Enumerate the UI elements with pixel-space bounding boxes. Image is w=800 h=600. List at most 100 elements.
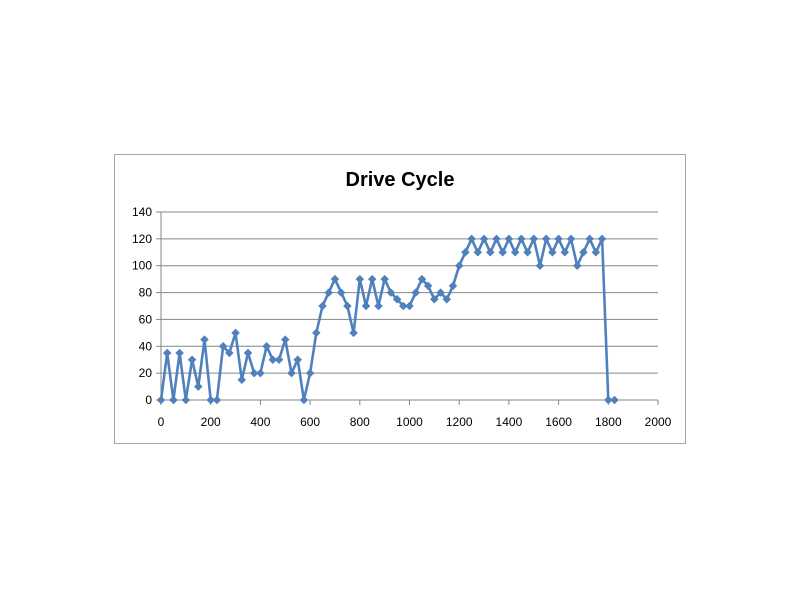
data-point-marker xyxy=(187,355,197,365)
data-point-marker xyxy=(343,301,352,311)
data-point-marker xyxy=(367,274,377,284)
data-point-marker xyxy=(224,348,234,358)
data-point-marker xyxy=(473,247,483,257)
data-point-marker xyxy=(175,348,184,358)
y-tick-label: 60 xyxy=(139,312,153,326)
data-point-marker xyxy=(485,247,495,257)
gridlines xyxy=(161,211,658,374)
data-point-marker xyxy=(398,301,408,311)
y-tick-label: 20 xyxy=(139,366,153,380)
y-tick-label: 140 xyxy=(132,205,152,219)
data-point-marker xyxy=(287,368,296,378)
x-tick-label: 1600 xyxy=(545,415,572,429)
data-point-marker xyxy=(548,247,557,257)
data-point-marker xyxy=(218,341,228,351)
x-tick-label: 400 xyxy=(250,415,270,429)
axes xyxy=(156,211,659,405)
data-point-marker xyxy=(181,395,191,405)
data-point-marker xyxy=(585,234,595,244)
series-line xyxy=(159,237,615,402)
x-tick-label: 1400 xyxy=(496,415,523,429)
data-point-marker xyxy=(610,395,619,405)
y-tick-label: 120 xyxy=(132,232,152,246)
data-point-marker xyxy=(392,294,402,304)
x-tick-label: 0 xyxy=(158,415,165,429)
x-tick-label: 800 xyxy=(350,415,370,429)
data-point-marker xyxy=(492,234,501,244)
data-point-marker xyxy=(193,382,203,391)
data-point-marker xyxy=(479,234,489,244)
data-point-marker xyxy=(212,395,222,405)
data-point-marker xyxy=(504,234,514,244)
data-point-marker xyxy=(566,234,576,244)
y-tick-label: 80 xyxy=(139,286,153,300)
data-point-marker xyxy=(454,261,464,271)
data-point-marker xyxy=(597,234,607,244)
data-point-marker xyxy=(436,288,445,297)
x-tick-label: 2000 xyxy=(645,415,672,429)
data-point-marker xyxy=(206,395,216,405)
data-point-marker xyxy=(305,368,315,378)
data-point-marker xyxy=(274,355,284,365)
data-point-marker xyxy=(156,395,166,405)
data-point-marker xyxy=(355,274,365,284)
data-point-marker xyxy=(336,288,346,297)
x-tick-label: 200 xyxy=(201,415,221,429)
data-point-marker xyxy=(169,395,178,405)
data-point-marker xyxy=(324,288,334,297)
data-point-marker xyxy=(361,301,371,311)
data-point-marker xyxy=(411,288,421,297)
data-point-marker xyxy=(386,288,396,297)
data-point-marker xyxy=(405,301,414,311)
data-point-marker xyxy=(423,281,433,291)
data-point-marker xyxy=(299,395,309,405)
data-point-marker xyxy=(579,247,588,257)
x-tick-label: 1200 xyxy=(446,415,473,429)
data-point-marker xyxy=(237,375,247,385)
data-point-marker xyxy=(467,234,476,244)
data-point-marker xyxy=(535,261,545,271)
x-tick-label: 1000 xyxy=(396,415,423,429)
data-point-marker xyxy=(262,341,271,351)
chart-frame: Drive Cycle 0 20 40 60 80 100 120 140 0 200 400 600… xyxy=(114,154,686,444)
data-point-marker xyxy=(330,274,340,284)
data-point-marker xyxy=(442,294,452,304)
data-point-marker xyxy=(200,335,209,344)
data-point-marker xyxy=(417,274,427,284)
data-point-marker xyxy=(529,234,539,244)
data-point-marker xyxy=(293,355,303,365)
data-point-marker xyxy=(572,261,582,271)
data-point-marker xyxy=(311,328,321,338)
data-point-marker xyxy=(448,281,458,291)
data-point-marker xyxy=(280,335,290,344)
data-point-marker xyxy=(523,247,532,257)
x-tick-label: 600 xyxy=(300,415,320,429)
y-tick-label: 100 xyxy=(132,259,152,273)
data-point-marker xyxy=(603,395,613,405)
data-point-marker xyxy=(249,368,259,378)
y-tick-label: 0 xyxy=(145,393,152,407)
data-point-marker xyxy=(256,368,265,378)
data-point-marker xyxy=(231,328,240,338)
data-point-marker xyxy=(318,301,327,311)
data-point-marker xyxy=(560,247,570,257)
data-point-marker xyxy=(516,234,526,244)
data-point-marker xyxy=(429,294,439,304)
data-point-marker xyxy=(591,247,601,257)
x-tick-label: 1800 xyxy=(595,415,622,429)
data-point-marker xyxy=(461,247,470,257)
data-point-marker xyxy=(243,348,253,358)
chart-title: Drive Cycle xyxy=(345,169,455,191)
data-point-marker xyxy=(162,348,172,358)
data-point-marker xyxy=(268,355,278,365)
data-point-marker xyxy=(349,328,358,338)
data-point-marker xyxy=(510,247,520,257)
data-point-marker xyxy=(374,301,383,311)
series-drive-cycle xyxy=(156,234,619,405)
data-point-marker xyxy=(554,234,563,244)
data-point-marker xyxy=(380,274,390,284)
y-tick-label: 40 xyxy=(139,339,153,353)
data-point-marker xyxy=(541,234,551,244)
